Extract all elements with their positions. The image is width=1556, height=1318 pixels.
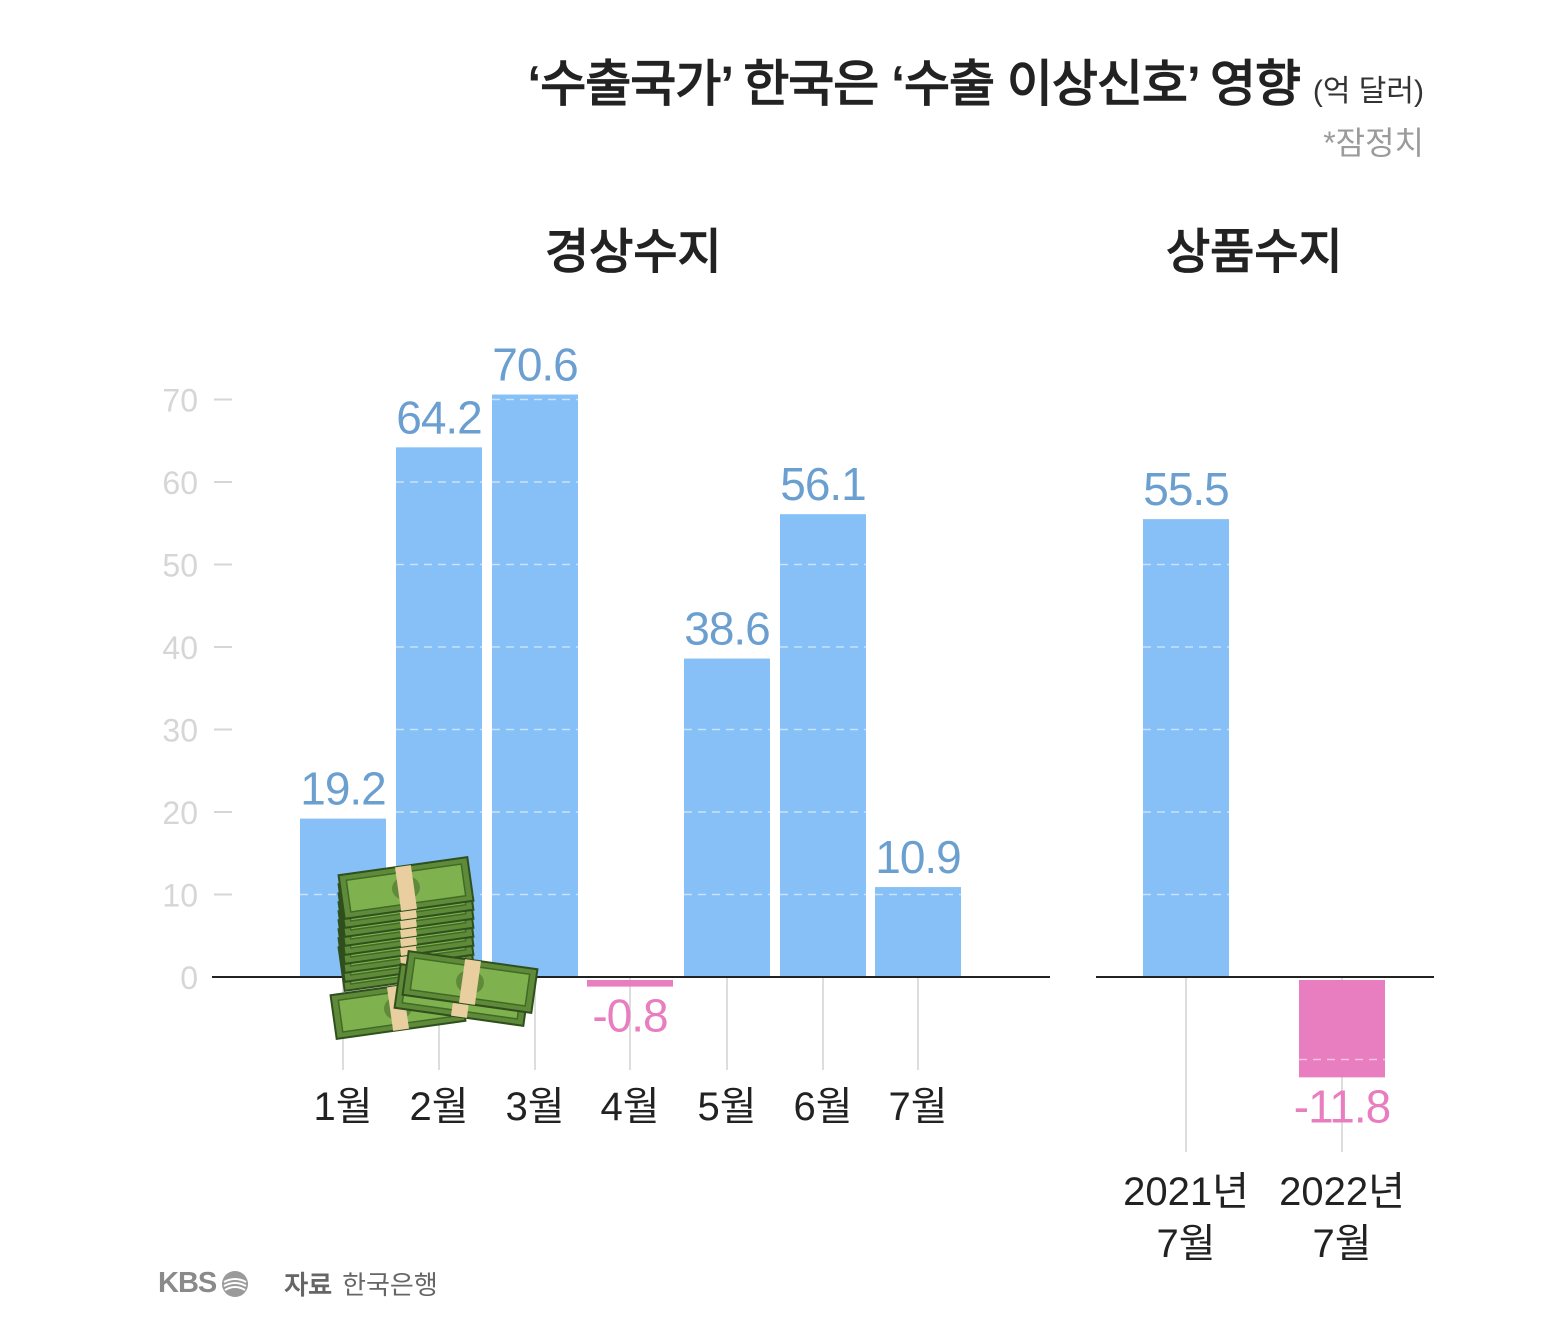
x-tick-label: 7월 bbox=[888, 1085, 947, 1129]
current-account-bar bbox=[684, 658, 770, 977]
y-tick-label: 0 bbox=[180, 960, 198, 996]
footer: KBS 자료 한국은행 bbox=[158, 1265, 438, 1302]
x-tick-label: 2021년 bbox=[1123, 1170, 1249, 1214]
x-tick-label: 2월 bbox=[409, 1085, 468, 1129]
data-label: 56.1 bbox=[780, 458, 866, 510]
x-tick-label: 2022년 bbox=[1279, 1170, 1405, 1214]
x-tick-label: 7월 bbox=[1312, 1222, 1371, 1266]
data-label: 70.6 bbox=[492, 339, 578, 391]
x-tick-label: 7월 bbox=[1156, 1222, 1215, 1266]
y-tick-label: 10 bbox=[162, 878, 198, 914]
y-tick-label: 60 bbox=[162, 465, 198, 501]
panel-title-current-account: 경상수지 bbox=[545, 226, 722, 279]
data-label: 19.2 bbox=[300, 763, 386, 815]
unit-label: (억 달러) bbox=[1312, 75, 1424, 108]
goods-balance-bar bbox=[1299, 980, 1385, 1078]
data-label: -11.8 bbox=[1294, 1080, 1390, 1132]
chart-title-main: ‘수출국가’ 한국은 ‘수출 이상신호’ 영향 bbox=[527, 56, 1301, 112]
x-tick-label: 6월 bbox=[793, 1085, 852, 1129]
y-tick-label: 40 bbox=[162, 630, 198, 666]
provisional-note: *잠정치 bbox=[1323, 125, 1424, 161]
current-account-bar bbox=[492, 394, 578, 977]
x-tick-label: 4월 bbox=[600, 1085, 659, 1129]
y-tick-label: 30 bbox=[162, 713, 198, 749]
x-tick-label: 5월 bbox=[697, 1085, 756, 1129]
y-tick-label: 70 bbox=[162, 383, 198, 419]
x-tick-label: 1월 bbox=[313, 1085, 372, 1129]
goods-balance-bar bbox=[1143, 519, 1229, 977]
data-label: 64.2 bbox=[396, 391, 482, 443]
data-label: -0.8 bbox=[592, 990, 667, 1042]
data-label: 38.6 bbox=[684, 603, 770, 655]
money-stack-icon bbox=[329, 856, 539, 1040]
x-tick-label: 3월 bbox=[505, 1085, 564, 1129]
panel-title-goods-balance: 상품수지 bbox=[1166, 226, 1343, 279]
data-label: 10.9 bbox=[875, 831, 961, 883]
y-tick-label: 20 bbox=[162, 795, 198, 831]
data-label: 55.5 bbox=[1143, 463, 1229, 515]
kbs-logo-icon bbox=[222, 1270, 249, 1297]
current-account-bar bbox=[780, 514, 866, 977]
current-account-bar bbox=[875, 887, 961, 977]
kbs-logo: KBS bbox=[158, 1267, 217, 1299]
source-text: 한국은행 bbox=[342, 1270, 438, 1300]
chart-title: ‘수출국가’ 한국은 ‘수출 이상신호’ 영향 (억 달러) bbox=[527, 44, 1424, 116]
source-label: 자료 bbox=[284, 1270, 333, 1300]
y-tick-label: 50 bbox=[162, 548, 198, 584]
current-account-bar bbox=[587, 980, 673, 987]
